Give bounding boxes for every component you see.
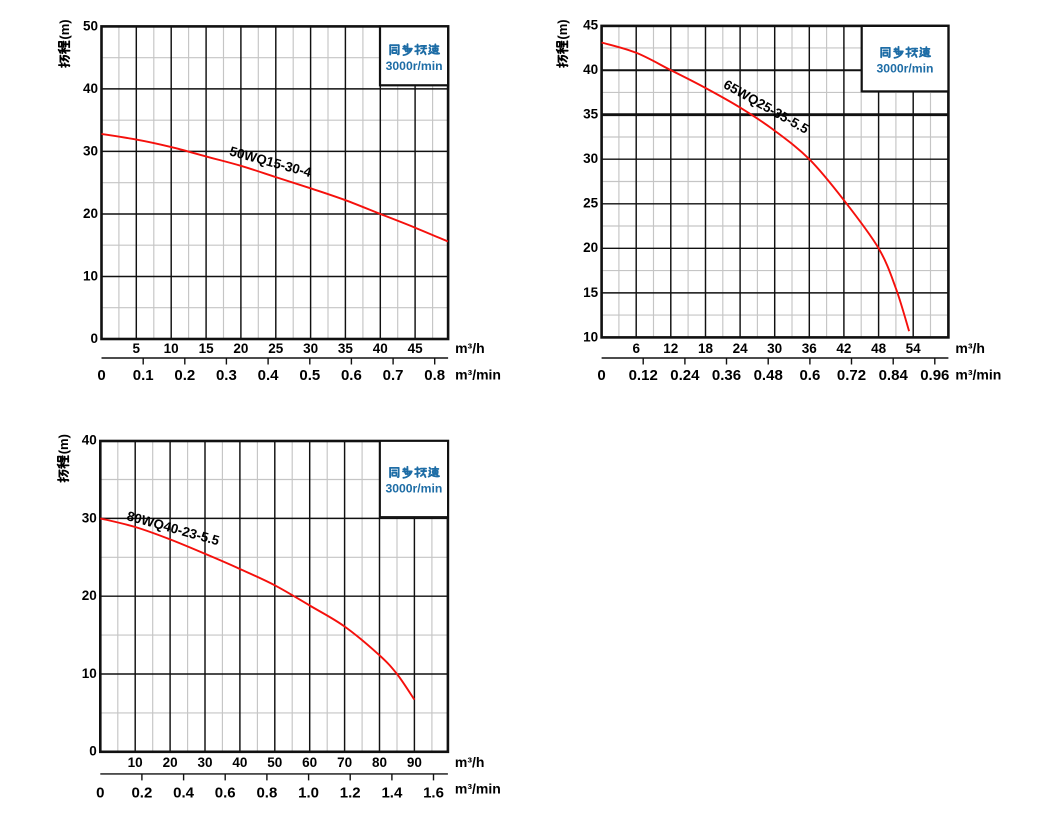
svg-text:0: 0 bbox=[89, 744, 97, 759]
svg-text:0.12: 0.12 bbox=[629, 367, 658, 384]
svg-text:30: 30 bbox=[82, 510, 97, 525]
svg-text:6: 6 bbox=[632, 341, 640, 356]
svg-text:0.84: 0.84 bbox=[879, 367, 909, 384]
svg-text:50: 50 bbox=[83, 18, 98, 33]
svg-text:3000r/min: 3000r/min bbox=[385, 482, 442, 496]
svg-text:m³/h: m³/h bbox=[455, 754, 485, 770]
svg-text:45: 45 bbox=[408, 341, 424, 356]
svg-text:m³/h: m³/h bbox=[955, 340, 985, 356]
svg-text:0.2: 0.2 bbox=[131, 785, 152, 802]
svg-text:90: 90 bbox=[407, 755, 422, 770]
svg-text:18: 18 bbox=[698, 341, 714, 356]
svg-text:0.1: 0.1 bbox=[133, 367, 154, 384]
svg-text:35: 35 bbox=[338, 341, 354, 356]
svg-text:50: 50 bbox=[267, 755, 282, 770]
svg-text:20: 20 bbox=[163, 755, 178, 770]
svg-text:20: 20 bbox=[583, 240, 598, 255]
svg-text:35: 35 bbox=[583, 107, 599, 122]
svg-text:40: 40 bbox=[83, 81, 98, 96]
svg-text:0: 0 bbox=[597, 367, 605, 384]
svg-text:20: 20 bbox=[83, 206, 98, 221]
svg-text:0.36: 0.36 bbox=[712, 367, 741, 384]
svg-text:45: 45 bbox=[583, 18, 599, 33]
svg-text:54: 54 bbox=[906, 341, 922, 356]
svg-text:30: 30 bbox=[197, 755, 212, 770]
svg-text:0.7: 0.7 bbox=[383, 367, 404, 384]
svg-text:48: 48 bbox=[871, 341, 887, 356]
svg-text:80: 80 bbox=[372, 755, 387, 770]
svg-text:0.3: 0.3 bbox=[216, 367, 237, 384]
svg-text:0: 0 bbox=[90, 331, 98, 346]
svg-text:0.96: 0.96 bbox=[920, 367, 949, 384]
svg-text:24: 24 bbox=[733, 341, 749, 356]
svg-text:20: 20 bbox=[233, 341, 248, 356]
svg-text:30: 30 bbox=[583, 151, 598, 166]
svg-text:1.6: 1.6 bbox=[423, 785, 444, 802]
svg-text:0.48: 0.48 bbox=[754, 367, 783, 384]
svg-text:0.4: 0.4 bbox=[173, 785, 195, 802]
svg-text:25: 25 bbox=[268, 341, 284, 356]
svg-text:10: 10 bbox=[83, 268, 98, 283]
svg-text:0: 0 bbox=[96, 785, 104, 802]
svg-text:42: 42 bbox=[836, 341, 851, 356]
svg-text:0.8: 0.8 bbox=[256, 785, 277, 802]
svg-text:0: 0 bbox=[97, 367, 105, 384]
svg-text:36: 36 bbox=[802, 341, 818, 356]
svg-text:0.8: 0.8 bbox=[424, 367, 445, 384]
svg-text:5: 5 bbox=[133, 341, 141, 356]
svg-text:m³/min: m³/min bbox=[455, 367, 501, 383]
svg-text:3000r/min: 3000r/min bbox=[386, 59, 443, 73]
svg-text:0.72: 0.72 bbox=[837, 367, 866, 384]
svg-text:0.5: 0.5 bbox=[299, 367, 320, 384]
svg-text:1.2: 1.2 bbox=[340, 785, 361, 802]
svg-text:0.6: 0.6 bbox=[341, 367, 362, 384]
svg-text:40: 40 bbox=[583, 62, 598, 77]
svg-text:0.2: 0.2 bbox=[174, 367, 195, 384]
svg-text:40: 40 bbox=[232, 755, 247, 770]
svg-text:20: 20 bbox=[82, 588, 97, 603]
svg-text:30: 30 bbox=[303, 341, 318, 356]
svg-text:70: 70 bbox=[337, 755, 352, 770]
svg-text:15: 15 bbox=[199, 341, 215, 356]
svg-text:0.24: 0.24 bbox=[670, 367, 700, 384]
svg-text:0.4: 0.4 bbox=[258, 367, 280, 384]
svg-text:0.6: 0.6 bbox=[799, 367, 820, 384]
svg-text:1.0: 1.0 bbox=[298, 785, 319, 802]
svg-text:10: 10 bbox=[583, 329, 598, 344]
svg-text:15: 15 bbox=[583, 285, 599, 300]
svg-text:10: 10 bbox=[128, 755, 143, 770]
svg-text:60: 60 bbox=[302, 755, 317, 770]
svg-text:m³/min: m³/min bbox=[955, 367, 1001, 383]
svg-text:10: 10 bbox=[164, 341, 179, 356]
svg-text:30: 30 bbox=[83, 143, 98, 158]
svg-text:40: 40 bbox=[373, 341, 388, 356]
svg-text:m³/h: m³/h bbox=[455, 340, 485, 356]
svg-text:25: 25 bbox=[583, 196, 599, 211]
svg-text:m³/min: m³/min bbox=[455, 781, 501, 797]
svg-text:0.6: 0.6 bbox=[215, 785, 236, 802]
svg-text:3000r/min: 3000r/min bbox=[877, 62, 934, 76]
svg-text:12: 12 bbox=[663, 341, 678, 356]
svg-text:(m): (m) bbox=[56, 434, 71, 454]
svg-text:10: 10 bbox=[82, 666, 97, 681]
svg-text:1.4: 1.4 bbox=[381, 785, 403, 802]
svg-text:(m): (m) bbox=[555, 19, 570, 39]
svg-text:40: 40 bbox=[82, 433, 97, 448]
svg-text:(m): (m) bbox=[57, 19, 72, 39]
svg-text:30: 30 bbox=[767, 341, 782, 356]
